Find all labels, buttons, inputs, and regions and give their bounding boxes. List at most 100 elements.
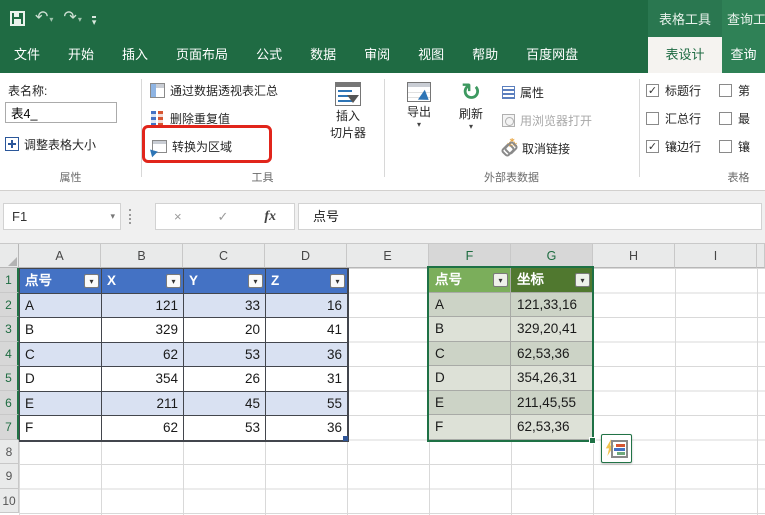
row-header-7[interactable]: 7 [0,415,19,440]
cell-C6[interactable]: 45 [184,391,266,416]
cell-A3[interactable]: B [20,318,102,343]
cell-A2[interactable]: A [20,293,102,318]
properties-button[interactable]: 属性 [502,81,544,103]
tab-data[interactable]: 数据 [310,47,337,62]
cancel-icon[interactable]: × [173,209,182,224]
tab-help[interactable]: 帮助 [472,47,499,62]
table-header-cell[interactable]: Z [266,269,348,294]
cell-D6[interactable]: 55 [266,391,348,416]
checkbox-box[interactable] [719,112,732,125]
table-header-cell[interactable]: 点号 [20,269,102,294]
cell-C7[interactable]: 53 [184,416,266,441]
cell-B2[interactable]: 121 [102,293,184,318]
column-header-F[interactable]: F [429,244,511,268]
save-icon[interactable] [10,11,25,26]
checkbox-box[interactable] [719,84,732,97]
checkbox-last-column[interactable]: 最 [719,110,750,127]
checkbox-box[interactable]: ✓ [646,84,659,97]
column-header-C[interactable]: C [183,244,265,268]
tab-baidu-netdisk[interactable]: 百度网盘 [526,47,579,62]
name-box[interactable]: F1 [3,203,121,230]
checkbox-box[interactable]: ✓ [646,140,659,153]
filter-icon[interactable] [248,273,263,288]
cell-A7[interactable]: F [20,416,102,441]
tab-page-layout[interactable]: 页面布局 [176,47,229,62]
column-header-H[interactable]: H [593,244,675,268]
insert-function-icon[interactable]: fx [264,208,277,224]
filter-icon[interactable] [493,272,508,287]
checkbox-header-row[interactable]: ✓ 标题行 [646,82,701,99]
column-header-B[interactable]: B [101,244,183,268]
filter-icon[interactable] [330,273,345,288]
cell-D3[interactable]: 41 [266,318,348,343]
tab-file[interactable]: 文件 [14,47,41,62]
row-header-8[interactable]: 8 [0,439,19,464]
cell-F5[interactable]: D [429,366,511,391]
checkbox-box[interactable] [646,112,659,125]
table-header-cell[interactable]: 坐标 [511,268,593,293]
table-name-input[interactable] [5,102,117,123]
cell-F4[interactable]: C [429,341,511,366]
cell-G4[interactable]: 62,53,36 [511,341,593,366]
checkbox-box[interactable] [719,140,732,153]
cell-G7[interactable]: 62,53,36 [511,415,593,440]
cell-G6[interactable]: 211,45,55 [511,390,593,415]
selection-fill-handle[interactable] [589,437,596,444]
enter-icon[interactable]: ✓ [217,208,229,224]
column-header-D[interactable]: D [265,244,347,268]
cell-D2[interactable]: 16 [266,293,348,318]
cell-B6[interactable]: 211 [102,391,184,416]
row-header-10[interactable]: 10 [0,488,19,513]
tab-query[interactable]: 查询 [722,37,765,73]
column-header-I[interactable]: I [675,244,757,268]
cell-D4[interactable]: 36 [266,342,348,367]
insert-slicer-button[interactable]: 插入 切片器 [320,82,376,140]
filter-icon[interactable] [84,273,99,288]
tab-review[interactable]: 审阅 [364,47,391,62]
name-box-dropdown-icon[interactable] [110,204,115,229]
customize-toolbar-icon[interactable] [91,15,97,26]
cell-D5[interactable]: 31 [266,367,348,392]
cell-A5[interactable]: D [20,367,102,392]
resize-table-button[interactable]: 调整表格大小 [5,133,96,155]
convert-to-range-button[interactable]: 转换为区域 [152,135,232,157]
row-header-3[interactable]: 3 [0,317,19,342]
column-header-E[interactable]: E [347,244,429,268]
refresh-button[interactable]: 刷新 [448,82,494,131]
remove-duplicates-button[interactable]: 删除重复值 [150,107,230,129]
cell-C4[interactable]: 53 [184,342,266,367]
row-header-6[interactable]: 6 [0,390,19,415]
export-dropdown-icon[interactable] [417,120,421,129]
column-header-G[interactable]: G [511,244,593,268]
filter-icon[interactable] [575,272,590,287]
table-header-cell[interactable]: Y [184,269,266,294]
table-header-cell[interactable]: X [102,269,184,294]
select-all-corner[interactable] [0,244,19,268]
checkbox-banded-columns[interactable]: 镶 [719,138,750,155]
cell-F6[interactable]: E [429,390,511,415]
cell-F3[interactable]: B [429,317,511,342]
row-header-1[interactable]: 1 [0,268,19,293]
row-header-4[interactable]: 4 [0,341,19,366]
blue-table-resize-handle[interactable] [343,436,348,441]
export-button[interactable]: 导出 [396,82,442,129]
cell-F7[interactable]: F [429,415,511,440]
cell-C2[interactable]: 33 [184,293,266,318]
summarize-with-pivottable-button[interactable]: 通过数据透视表汇总 [150,79,278,101]
quick-analysis-button[interactable] [601,434,632,463]
cell-A4[interactable]: C [20,342,102,367]
cell-D7[interactable]: 36 [266,416,348,441]
row-header-5[interactable]: 5 [0,366,19,391]
table-header-cell[interactable]: 点号 [429,268,511,293]
refresh-dropdown-icon[interactable] [469,122,473,131]
redo-button[interactable] [63,0,81,38]
cell-C5[interactable]: 26 [184,367,266,392]
cell-A6[interactable]: E [20,391,102,416]
undo-dropdown-icon[interactable] [49,15,53,24]
column-header-A[interactable]: A [19,244,101,268]
row-header-9[interactable]: 9 [0,464,19,489]
cell-G2[interactable]: 121,33,16 [511,292,593,317]
cell-G3[interactable]: 329,20,41 [511,317,593,342]
formula-bar-handle[interactable] [129,209,131,224]
redo-dropdown-icon[interactable] [78,15,82,24]
